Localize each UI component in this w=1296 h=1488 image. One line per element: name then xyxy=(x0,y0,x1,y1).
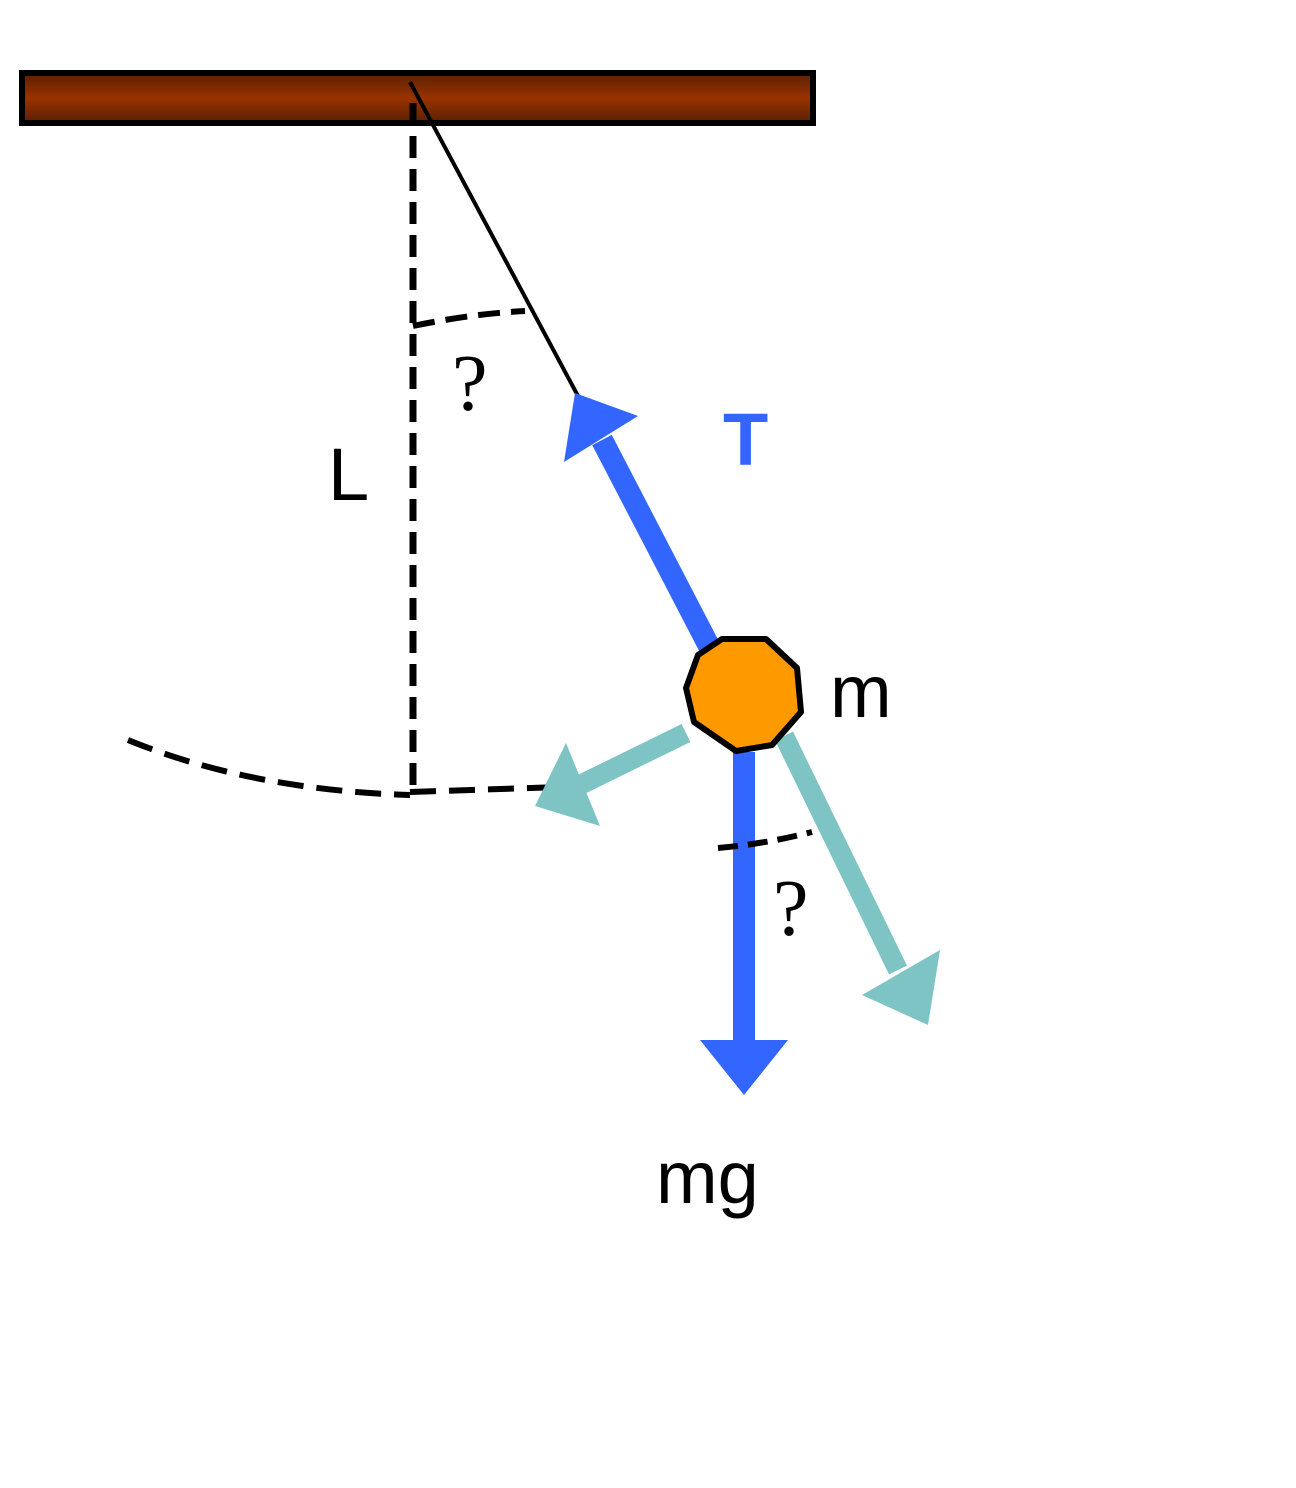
angle-arc-bottom xyxy=(717,829,813,851)
radial-component-head xyxy=(862,950,940,1025)
angle-label-bottom: ? xyxy=(773,865,809,953)
pendulum-string xyxy=(408,81,580,397)
mass-label: m xyxy=(830,650,892,733)
tangential-component-head xyxy=(535,743,600,826)
ceiling-bar xyxy=(19,70,816,126)
swing-arc xyxy=(126,737,411,798)
angle-label-top: ? xyxy=(452,340,488,428)
tension-arrow-shaft xyxy=(592,434,720,654)
swing-arc-right xyxy=(409,784,561,795)
tension-arrow-head xyxy=(564,393,638,462)
weight-arrow-head xyxy=(700,1040,788,1095)
length-label: L xyxy=(328,433,369,516)
tangential-component-shaft xyxy=(577,724,691,793)
pendulum-bob xyxy=(683,636,804,754)
angle-arc-top xyxy=(412,308,526,329)
radial-component-shaft xyxy=(775,731,907,975)
tension-label: T xyxy=(723,398,768,481)
weight-label: mg xyxy=(656,1136,759,1219)
